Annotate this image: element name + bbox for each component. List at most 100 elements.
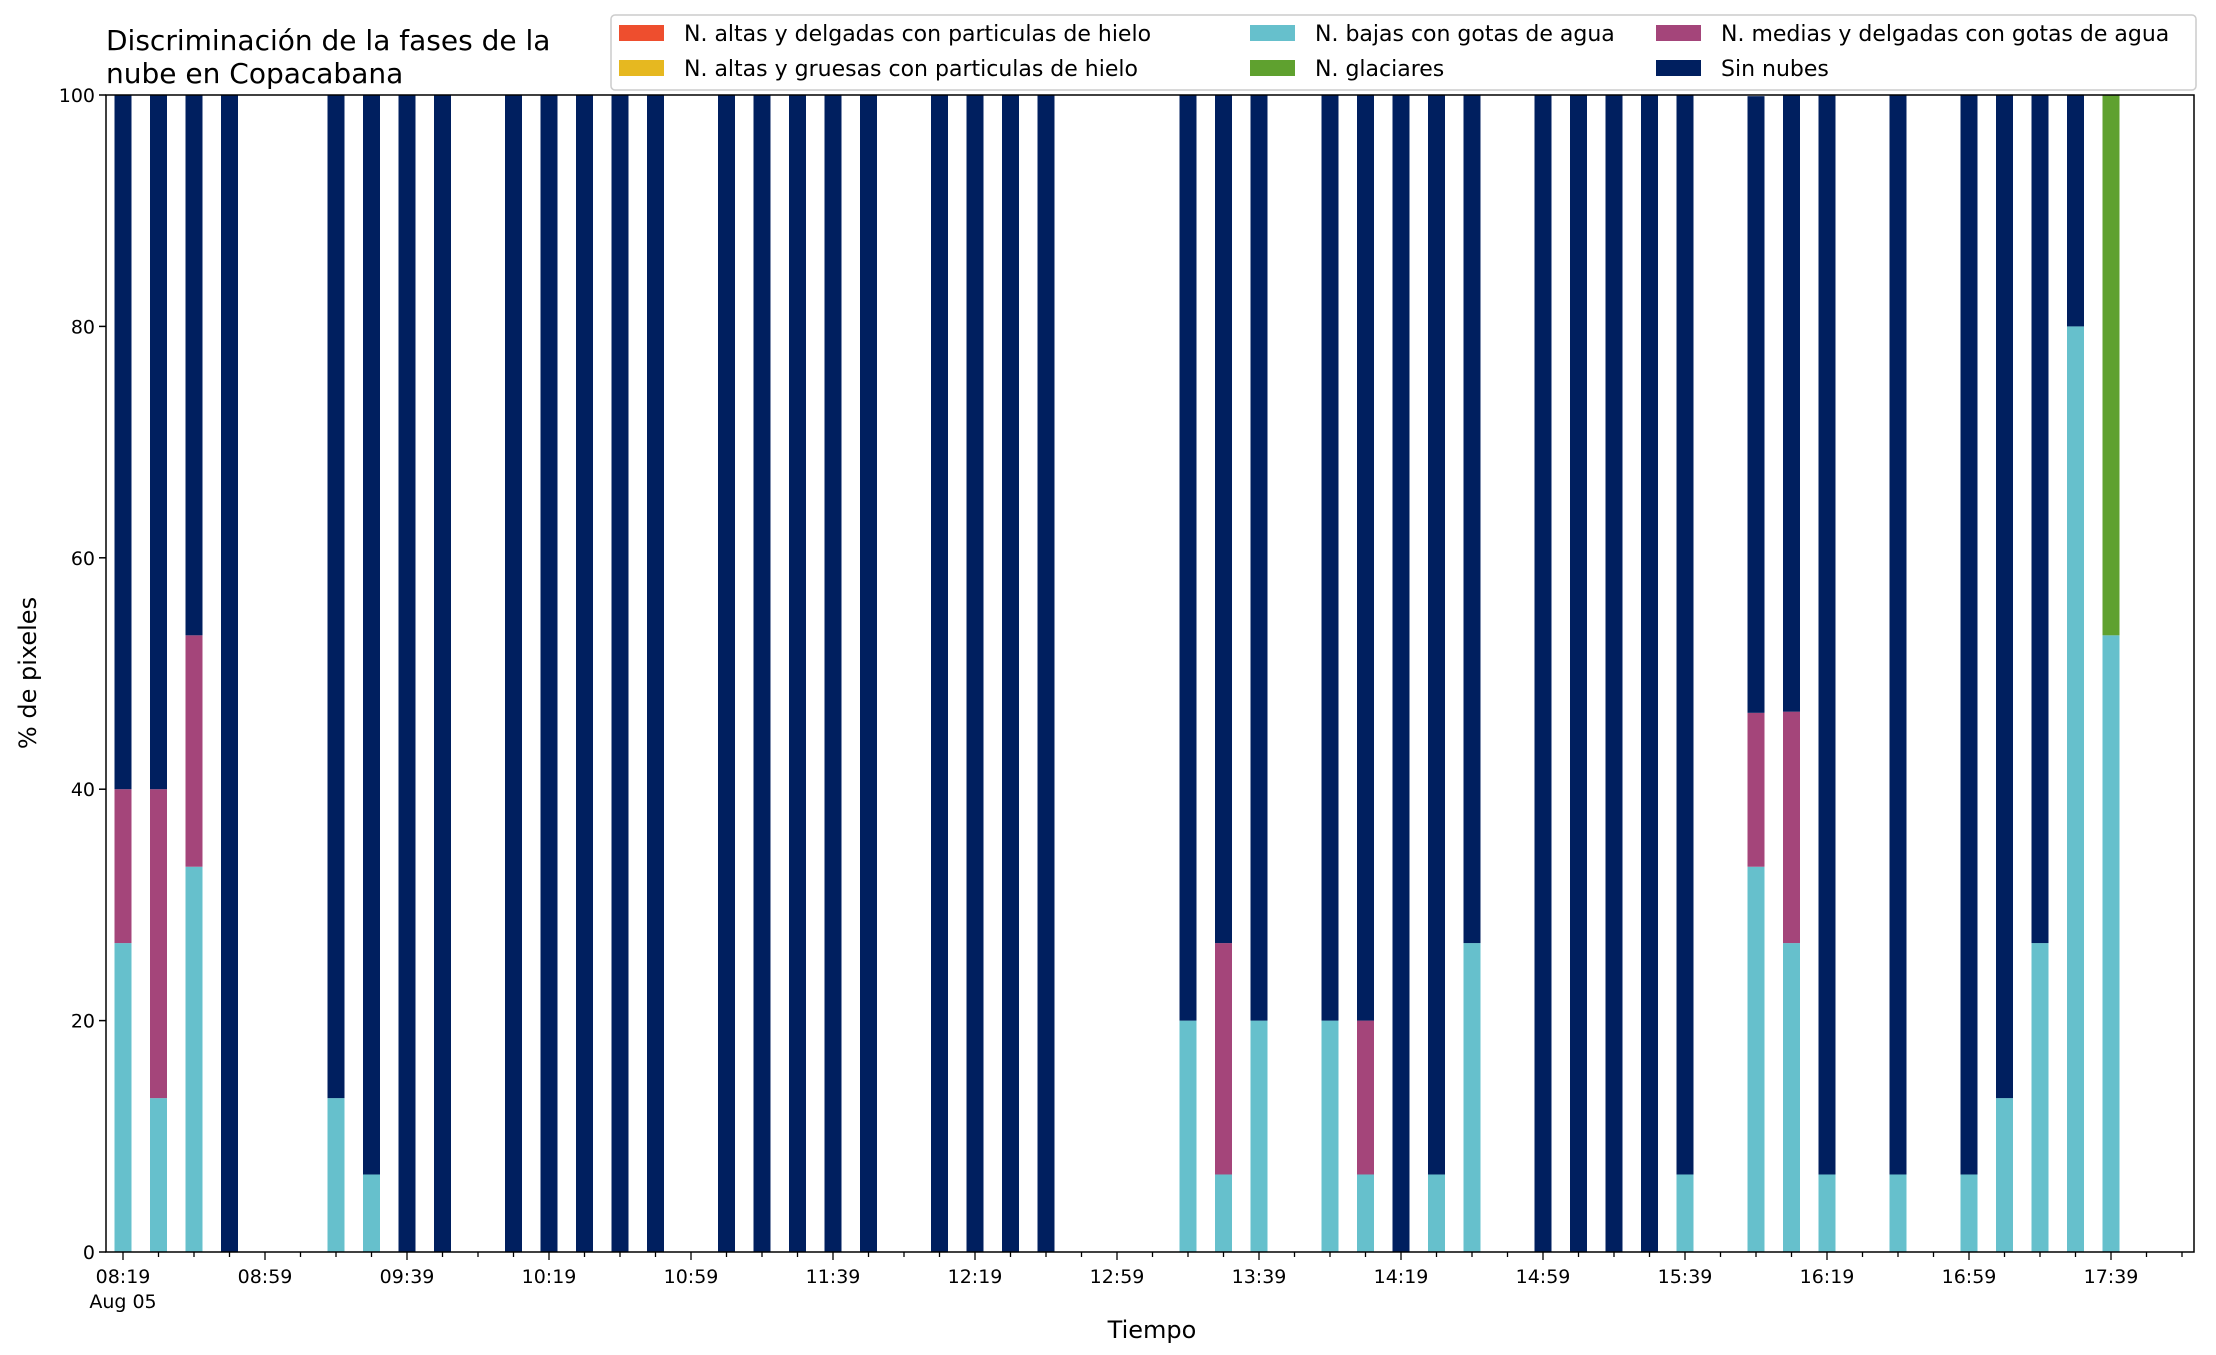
y-axis: 0 20 40 60 80 100 xyxy=(59,85,106,1264)
bar-segment-48-series-2 xyxy=(1818,1174,1836,1252)
bar-segment-31-series-5 xyxy=(1215,95,1232,944)
bar-segment-56-series-3 xyxy=(2102,95,2120,636)
bar-segment-46-series-5 xyxy=(1747,96,1765,713)
legend-swatch-4 xyxy=(1656,25,1701,41)
bar-segment-46-series-2 xyxy=(1747,866,1765,1252)
y-tick-label-2: 40 xyxy=(71,779,95,801)
bar-segment-47-series-4 xyxy=(1783,711,1800,944)
bar-segment-30-series-2 xyxy=(1179,1020,1197,1252)
bar-segment-3-series-5 xyxy=(221,95,238,1252)
legend-frame xyxy=(610,14,2197,91)
x-tick-label-2: 09:39 xyxy=(380,1266,435,1288)
legend-label-0: N. altas y delgadas con particulas de hi… xyxy=(684,22,1151,47)
x-tick-label-11: 15:39 xyxy=(1658,1266,1713,1288)
bar-segment-2-series-5 xyxy=(185,95,203,636)
bar-segment-37-series-2 xyxy=(1428,1174,1445,1252)
bar-segment-21-series-5 xyxy=(860,95,877,1252)
bar-segment-0-series-2 xyxy=(114,943,132,1252)
bar-segment-56-series-2 xyxy=(2102,635,2120,1252)
bar-segment-6-series-5 xyxy=(327,95,345,1099)
bar-segment-12-series-5 xyxy=(540,95,558,1252)
y-tick-label-0: 0 xyxy=(83,1242,95,1264)
bar-segment-48-series-5 xyxy=(1818,95,1836,1175)
bar-segment-41-series-5 xyxy=(1570,95,1587,1252)
bar-segment-36-series-5 xyxy=(1392,95,1410,1252)
bar-segment-34-series-5 xyxy=(1321,95,1339,1021)
bar-segment-1-series-4 xyxy=(150,789,167,1099)
bar-segment-43-series-5 xyxy=(1641,95,1658,1252)
bar-segment-46-series-4 xyxy=(1747,712,1765,867)
y-tick-label-3: 60 xyxy=(71,548,95,570)
bar-segment-50-series-2 xyxy=(1889,1174,1907,1252)
bar-segment-15-series-5 xyxy=(647,95,664,1252)
x-tick-label-1: 08:59 xyxy=(238,1266,293,1288)
bar-segment-35-series-4 xyxy=(1357,1020,1374,1175)
legend-label-4: N. medias y delgadas con gotas de agua xyxy=(1721,22,2169,47)
x-tick-label-14: 17:39 xyxy=(2084,1266,2139,1288)
chart-title-line-2: nube en Copacabana xyxy=(106,57,403,90)
bar-segment-31-series-2 xyxy=(1215,1174,1232,1252)
bar-segment-18-series-5 xyxy=(753,95,771,1252)
bar-segment-0-series-4 xyxy=(114,789,132,944)
legend-label-1: N. altas y gruesas con particulas de hie… xyxy=(684,57,1138,82)
bar-segment-38-series-5 xyxy=(1463,95,1481,944)
x-axis-label: Tiempo xyxy=(1107,1316,1197,1344)
bar-segment-50-series-5 xyxy=(1889,95,1907,1175)
bar-segment-6-series-2 xyxy=(327,1098,345,1252)
plot-frame xyxy=(105,94,2195,1253)
bar-segment-7-series-5 xyxy=(363,95,380,1175)
bar-segment-55-series-2 xyxy=(2067,326,2084,1252)
x-tick-label-3: 10:19 xyxy=(522,1266,577,1288)
chart-title: Discriminación de la fases de la nube en… xyxy=(106,24,550,90)
x-axis: 08:19 08:59 09:39 10:19 10:59 11:39 12:19 12:59… xyxy=(89,1252,2183,1313)
x-tick-label-4: 10:59 xyxy=(664,1266,719,1288)
legend-swatch-0 xyxy=(619,25,664,41)
bar-segment-19-series-5 xyxy=(789,95,806,1252)
bar-segment-17-series-5 xyxy=(718,95,735,1252)
bar-segment-35-series-5 xyxy=(1357,95,1374,1021)
bar-segment-14-series-5 xyxy=(611,95,629,1252)
bar-segment-1-series-5 xyxy=(150,95,167,790)
legend-swatch-3 xyxy=(1250,60,1295,76)
bar-segment-52-series-5 xyxy=(1960,95,1978,1175)
bar-segment-30-series-5 xyxy=(1179,95,1197,1021)
bar-segment-2-series-2 xyxy=(185,866,203,1252)
bar-segment-52-series-2 xyxy=(1960,1174,1978,1252)
bar-segment-54-series-5 xyxy=(2031,95,2049,944)
bar-segment-7-series-2 xyxy=(363,1174,380,1252)
bar-segment-37-series-5 xyxy=(1428,95,1445,1175)
bar-segment-47-series-5 xyxy=(1783,95,1800,712)
bar-segment-55-series-5 xyxy=(2067,95,2084,327)
y-tick-label-5: 100 xyxy=(59,85,95,107)
bar-segment-54-series-2 xyxy=(2031,943,2049,1252)
bar-segment-38-series-2 xyxy=(1463,943,1481,1252)
bar-segment-40-series-5 xyxy=(1534,95,1552,1252)
bar-segment-26-series-5 xyxy=(1037,95,1055,1252)
bar-segment-24-series-5 xyxy=(966,95,984,1252)
x-tick-label-9: 14:19 xyxy=(1374,1266,1429,1288)
legend-swatch-1 xyxy=(619,60,664,76)
bar-segment-53-series-2 xyxy=(1996,1098,2013,1252)
x-tick-label-8: 13:39 xyxy=(1232,1266,1287,1288)
bar-segment-35-series-2 xyxy=(1357,1174,1374,1252)
legend-label-5: Sin nubes xyxy=(1721,57,1829,82)
bar-segment-32-series-5 xyxy=(1250,95,1268,1021)
chart-title-line-1: Discriminación de la fases de la xyxy=(106,24,550,57)
x-tick-label-13: 16:59 xyxy=(1942,1266,1997,1288)
bar-segment-2-series-4 xyxy=(185,635,203,867)
x-tick-label-0: 08:19 xyxy=(96,1266,151,1288)
legend-label-3: N. glaciares xyxy=(1315,57,1444,82)
bar-segment-53-series-5 xyxy=(1996,95,2013,1099)
bar-segment-25-series-5 xyxy=(1002,95,1019,1252)
bar-segment-34-series-2 xyxy=(1321,1020,1339,1252)
bar-segment-31-series-4 xyxy=(1215,943,1232,1175)
x-tick-label-10: 14:59 xyxy=(1516,1266,1571,1288)
x-tick-label-12: 16:19 xyxy=(1800,1266,1855,1288)
y-axis-label: % de pixeles xyxy=(14,597,42,749)
legend-swatch-5 xyxy=(1656,60,1701,76)
bar-segment-42-series-5 xyxy=(1605,95,1623,1252)
bar-segment-0-series-5 xyxy=(114,95,132,790)
legend: N. altas y delgadas con particulas de hi… xyxy=(610,14,2197,91)
y-tick-label-4: 80 xyxy=(71,316,95,338)
